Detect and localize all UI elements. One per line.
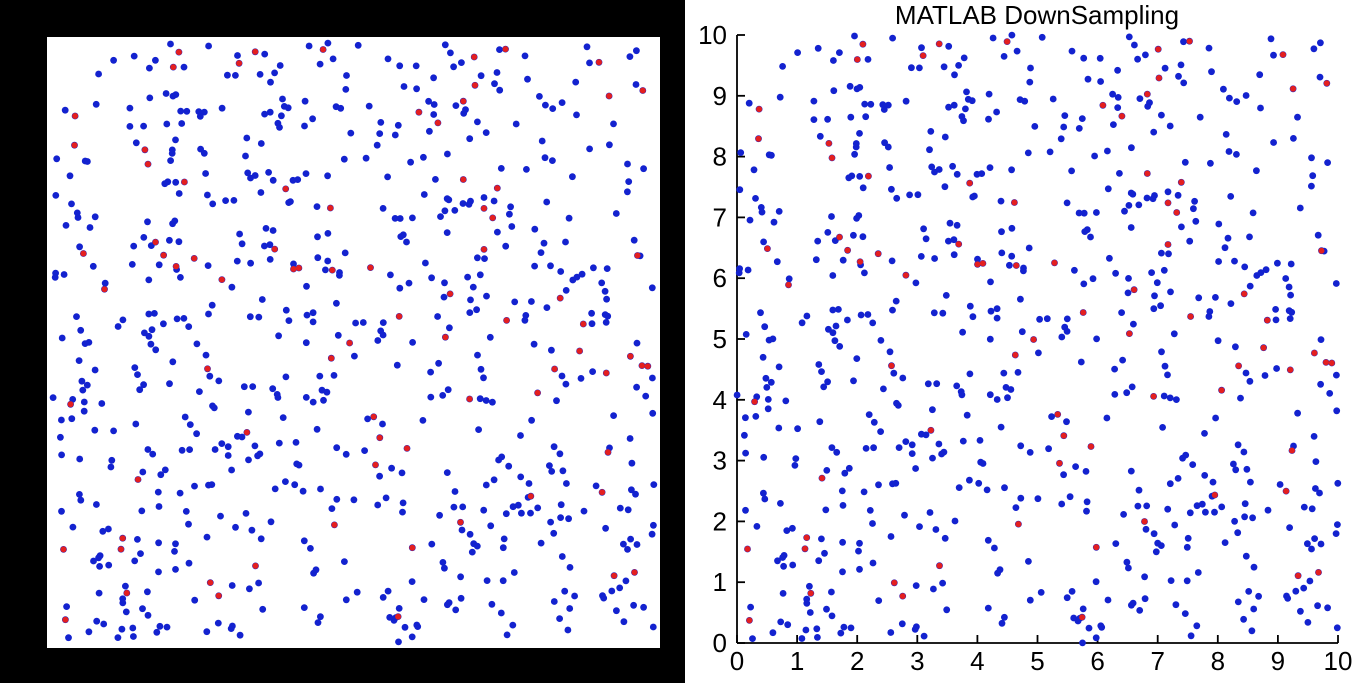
x-tick-label: 10: [1324, 646, 1353, 676]
y-tick-label: 9: [713, 81, 727, 111]
downsampled-points-group: [744, 38, 1335, 624]
x-tick-label: 4: [970, 646, 984, 676]
y-tick-label: 6: [713, 263, 727, 293]
left-scatter-panel: [47, 37, 660, 648]
x-tick-label: 8: [1211, 646, 1225, 676]
x-tick-label: 0: [730, 646, 744, 676]
x-tick-label: 1: [790, 646, 804, 676]
original-points-group: [49, 39, 658, 646]
downsampled-points-group: [60, 46, 651, 623]
y-tick-label: 7: [713, 202, 727, 232]
y-tick-label: 3: [713, 446, 727, 476]
y-tick-label: 1: [713, 567, 727, 597]
axes: [736, 34, 1339, 644]
y-tick-label: 2: [713, 506, 727, 536]
left-scatter-plot: [49, 39, 658, 646]
y-tick-label: 5: [713, 324, 727, 354]
right-scatter-panel: MATLAB DownSampling 0 1 2 3 4 5 6 7 8 9 10 0 1 2 3 4 5 6 7…: [685, 0, 1356, 683]
y-tick-label: 4: [713, 385, 727, 415]
x-tick-label: 9: [1271, 646, 1285, 676]
chart-title: MATLAB DownSampling: [895, 0, 1179, 30]
right-scatter-plot: MATLAB DownSampling 0 1 2 3 4 5 6 7 8 9 10 0 1 2 3 4 5 6 7…: [698, 0, 1353, 676]
y-tick-label: 0: [713, 628, 727, 658]
x-tick-label: 7: [1150, 646, 1164, 676]
y-tick-label: 8: [713, 142, 727, 172]
x-tick-label: 6: [1090, 646, 1104, 676]
x-tick-label: 2: [850, 646, 864, 676]
x-tick-label: 5: [1030, 646, 1044, 676]
x-tick-label: 3: [910, 646, 924, 676]
y-tick-label: 10: [698, 20, 727, 50]
original-points-group: [733, 31, 1342, 647]
